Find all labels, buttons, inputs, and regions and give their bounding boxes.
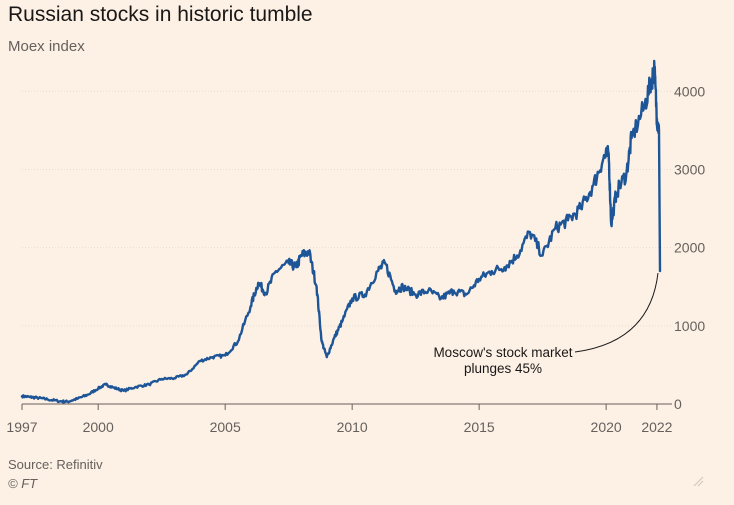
x-tick-label: 2022 [641,419,672,435]
resize-handle-icon [693,476,704,487]
grid-layer [21,90,672,410]
x-tick-label: 2000 [83,419,114,435]
chart-subtitle: Moex index [8,38,85,55]
series-line-moex-index [20,59,662,404]
y-tick-label: 1000 [674,318,705,334]
x-tick-label: 2010 [337,419,368,435]
y-tick-labels: 0 1000 2000 3000 4000 [674,83,705,412]
x-tick-label: 1997 [6,419,37,435]
annotation-text: plunges 45% [464,361,542,376]
y-tick-label: 4000 [674,83,705,99]
x-tick-label: 2005 [210,419,241,435]
x-tick-labels: 1997 2000 2005 2010 2015 2020 2022 [6,419,672,435]
x-tick-label: 2015 [464,419,495,435]
annotation-text: Moscow's stock market [433,345,572,360]
y-tick-label: 3000 [674,161,705,177]
x-tick-label: 2020 [591,419,622,435]
copyright-note: © FT [8,476,38,491]
series-layer [20,59,662,404]
source-note: Source: Refinitiv [8,457,103,472]
y-tick-label: 0 [674,396,682,412]
annotation-connector [574,273,659,353]
y-tick-label: 2000 [674,240,705,256]
chart-title: Russian stocks in historic tumble [8,3,313,26]
